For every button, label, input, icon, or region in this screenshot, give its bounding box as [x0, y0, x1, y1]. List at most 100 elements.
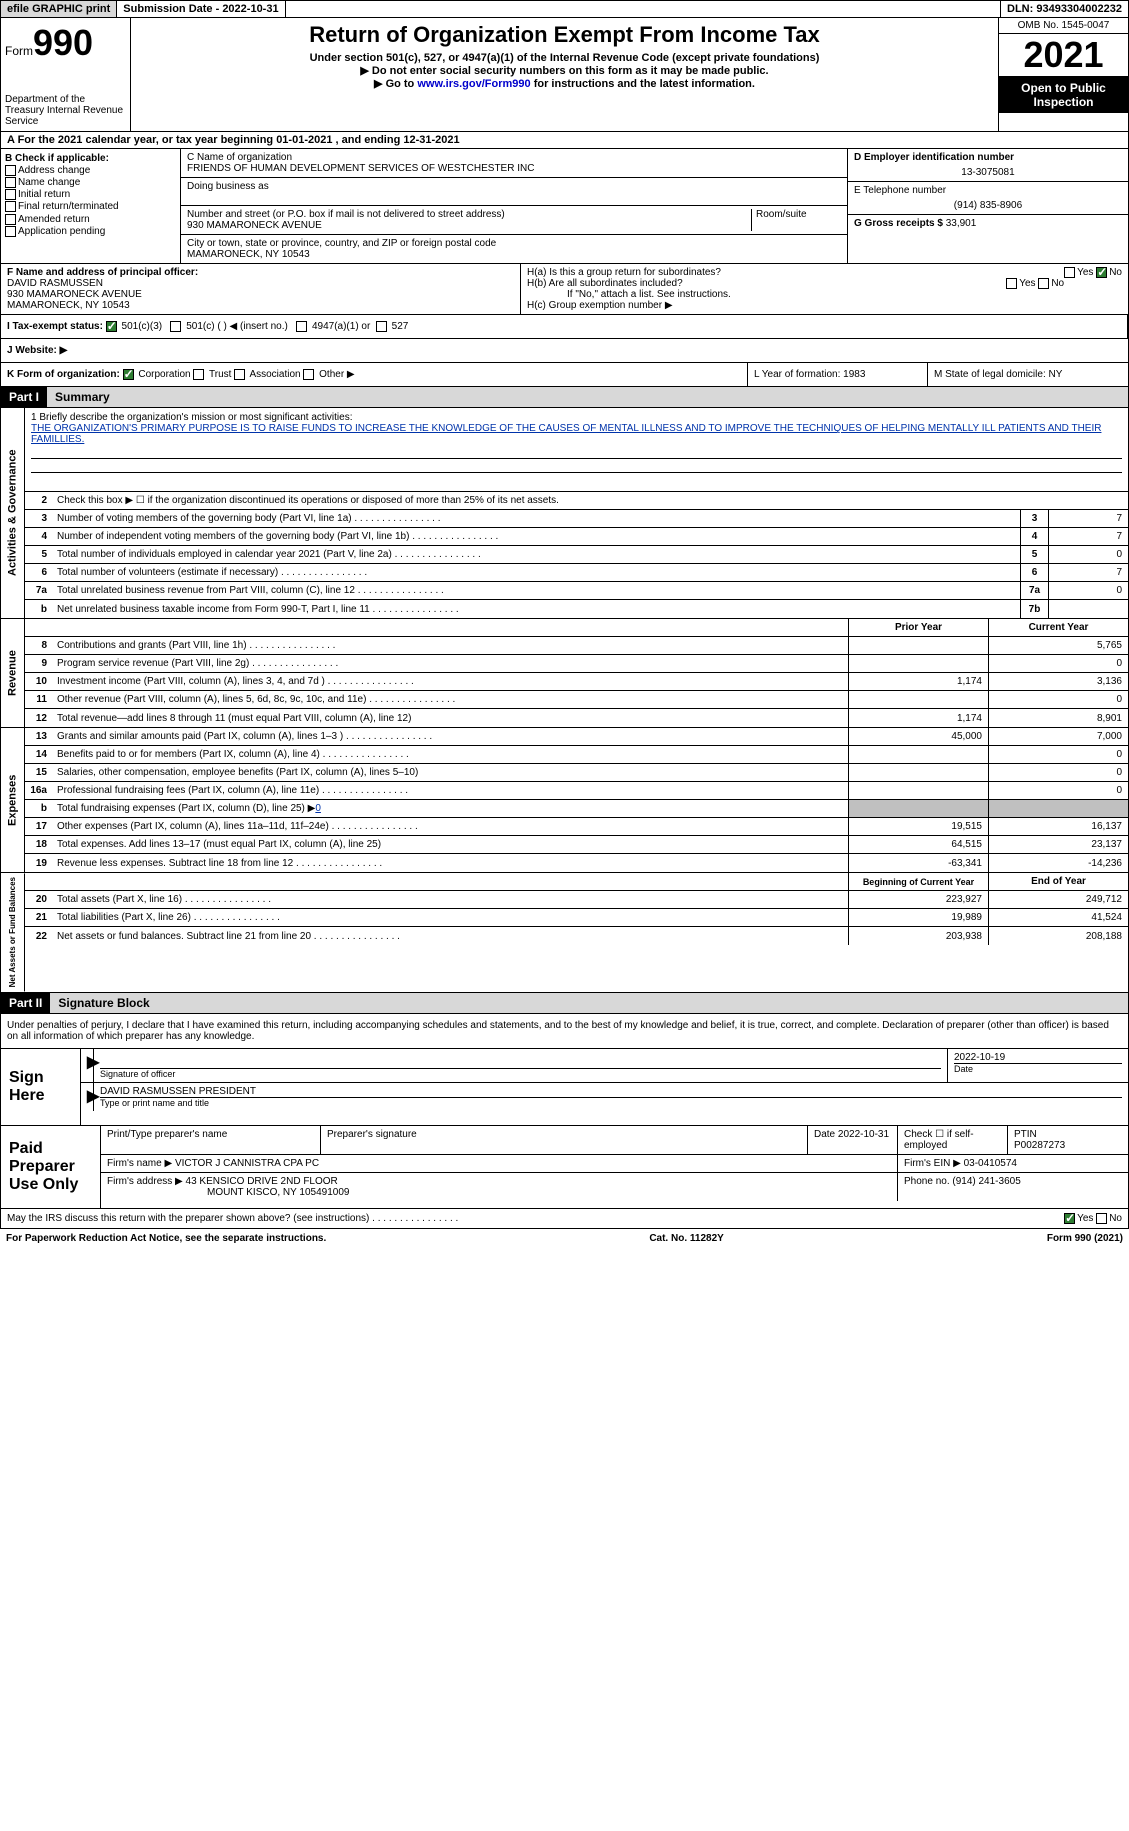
p17: 19,515 [848, 818, 988, 835]
line-7b: Net unrelated business taxable income fr… [53, 602, 1020, 617]
city: MAMARONECK, NY 10543 [187, 249, 841, 260]
b21: 19,989 [848, 909, 988, 926]
footer-right: Form 990 (2021) [1047, 1233, 1123, 1244]
row-f: F Name and address of principal officer:… [0, 264, 1129, 315]
cb-discuss-yes[interactable] [1064, 1213, 1075, 1224]
cb-corp[interactable] [123, 369, 134, 380]
ein-label: D Employer identification number [854, 152, 1122, 163]
officer-addr2: MAMARONECK, NY 10543 [7, 300, 514, 311]
cb-name-change[interactable]: Name change [5, 177, 176, 188]
street-label: Number and street (or P.O. box if mail i… [187, 209, 751, 220]
c9: 0 [988, 655, 1128, 672]
dept-label: Department of the Treasury Internal Reve… [5, 94, 126, 127]
ptin: P00287273 [1014, 1140, 1122, 1151]
line-4: Number of independent voting members of … [53, 529, 1020, 544]
firm-addr: 43 KENSICO DRIVE 2ND FLOOR [186, 1176, 338, 1187]
cb-assoc[interactable] [234, 369, 245, 380]
col-c-org-info: C Name of organization FRIENDS OF HUMAN … [181, 149, 848, 263]
prep-self-emp: Check ☐ if self-employed [898, 1126, 1008, 1154]
b22: 203,938 [848, 927, 988, 945]
form-header: Form990 Department of the Treasury Inter… [0, 18, 1129, 132]
sig-name-label: Type or print name and title [100, 1097, 1122, 1108]
c10: 3,136 [988, 673, 1128, 690]
summary-revenue: Revenue Prior YearCurrent Year 8Contribu… [0, 619, 1129, 728]
line-9: Program service revenue (Part VIII, line… [53, 656, 848, 671]
cb-final-return[interactable]: Final return/terminated [5, 201, 176, 212]
cb-trust[interactable] [193, 369, 204, 380]
cb-4947[interactable] [296, 321, 307, 332]
summary-expenses: Expenses 13Grants and similar amounts pa… [0, 728, 1129, 873]
p16a [848, 782, 988, 799]
cb-501c3[interactable] [106, 321, 117, 332]
h-b: H(b) Are all subordinates included? Yes … [527, 278, 1122, 289]
val-5: 0 [1048, 546, 1128, 563]
ptin-label: PTIN [1014, 1129, 1122, 1140]
officer-name: DAVID RASMUSSEN [7, 278, 514, 289]
line-3: Number of voting members of the governin… [53, 511, 1020, 526]
line-19: Revenue less expenses. Subtract line 18 … [53, 856, 848, 871]
part2-num: Part II [1, 993, 50, 1013]
line-15: Salaries, other compensation, employee b… [53, 765, 848, 780]
state-domicile: M State of legal domicile: NY [928, 363, 1128, 386]
main-info-block: B Check if applicable: Address change Na… [0, 149, 1129, 264]
col-b-header: B Check if applicable: [5, 153, 176, 164]
cb-address-change[interactable]: Address change [5, 165, 176, 176]
paid-preparer-label: Paid Preparer Use Only [1, 1126, 101, 1208]
line-13: Grants and similar amounts paid (Part IX… [53, 729, 848, 744]
p14 [848, 746, 988, 763]
e21: 41,524 [988, 909, 1128, 926]
vtab-governance: Activities & Governance [1, 408, 25, 618]
room-label: Room/suite [751, 209, 841, 231]
p9 [848, 655, 988, 672]
org-name: FRIENDS OF HUMAN DEVELOPMENT SERVICES OF… [187, 163, 841, 174]
sig-name: DAVID RASMUSSEN PRESIDENT [100, 1086, 1122, 1097]
org-name-label: C Name of organization [187, 152, 841, 163]
arrow-icon: ▶ [81, 1083, 94, 1111]
h-c: H(c) Group exemption number ▶ [527, 300, 1122, 311]
gross-receipts: 33,901 [946, 218, 977, 229]
line-22: Net assets or fund balances. Subtract li… [53, 929, 848, 944]
c18: 23,137 [988, 836, 1128, 853]
section-a: A For the 2021 calendar year, or tax yea… [0, 132, 1129, 149]
prep-date: Date 2022-10-31 [808, 1126, 898, 1154]
sign-here-block: Sign Here ▶ Signature of officer 2022-10… [0, 1049, 1129, 1126]
p18: 64,515 [848, 836, 988, 853]
c13: 7,000 [988, 728, 1128, 745]
cb-discuss-no[interactable] [1096, 1213, 1107, 1224]
tax-year: 2021 [999, 34, 1128, 77]
p15 [848, 764, 988, 781]
form-subtitle-1: Under section 501(c), 527, or 4947(a)(1)… [135, 52, 994, 64]
form-title-block: Return of Organization Exempt From Incom… [131, 18, 998, 131]
efile-label[interactable]: efile GRAPHIC print [1, 1, 117, 17]
arrow-icon: ▶ [81, 1049, 94, 1082]
firm-addr2: MOUNT KISCO, NY 105491009 [107, 1187, 349, 1198]
irs-link[interactable]: www.irs.gov/Form990 [417, 78, 530, 90]
cb-other[interactable] [303, 369, 314, 380]
b20: 223,927 [848, 891, 988, 908]
footer-mid: Cat. No. 11282Y [649, 1233, 723, 1244]
hdr-beginning: Beginning of Current Year [848, 873, 988, 890]
cb-527[interactable] [376, 321, 387, 332]
discuss-row: May the IRS discuss this return with the… [0, 1209, 1129, 1229]
h-a: H(a) Is this a group return for subordin… [527, 267, 1122, 278]
hdr-prior: Prior Year [848, 619, 988, 636]
submission-date: Submission Date - 2022-10-31 [117, 1, 285, 17]
hdr-current: Current Year [988, 619, 1128, 636]
p13: 45,000 [848, 728, 988, 745]
sign-here-label: Sign Here [1, 1049, 81, 1125]
part2-title: Signature Block [50, 993, 1128, 1013]
line-16a: Professional fundraising fees (Part IX, … [53, 783, 848, 798]
part2-header: Part II Signature Block [0, 993, 1129, 1014]
col-d-ein-phone: D Employer identification number 13-3075… [848, 149, 1128, 263]
open-inspection: Open to Public Inspection [999, 77, 1128, 113]
row-i-tax-status: I Tax-exempt status: 501(c)(3) 501(c) ( … [0, 315, 1129, 339]
part1-num: Part I [1, 387, 47, 407]
col-b-checkboxes: B Check if applicable: Address change Na… [1, 149, 181, 263]
cb-application-pending[interactable]: Application pending [5, 226, 176, 237]
cb-501c[interactable] [170, 321, 181, 332]
cb-amended-return[interactable]: Amended return [5, 214, 176, 225]
line-14: Benefits paid to or for members (Part IX… [53, 747, 848, 762]
sig-officer-label: Signature of officer [100, 1068, 941, 1079]
cb-initial-return[interactable]: Initial return [5, 189, 176, 200]
form-number: 990 [33, 22, 93, 63]
